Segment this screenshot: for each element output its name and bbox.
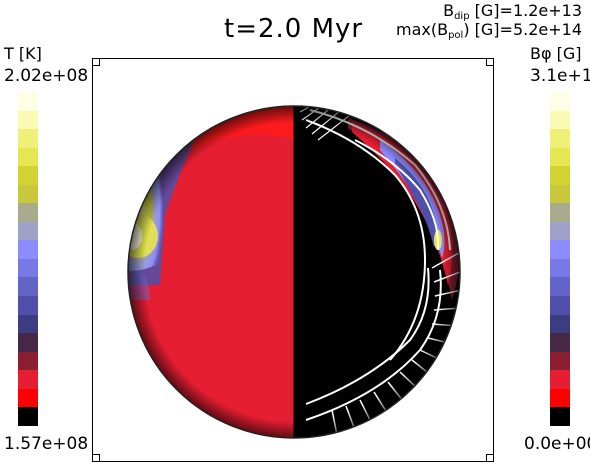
temperature-colorbar-segment-3 <box>18 147 38 167</box>
temperature-colorbar-segment-4 <box>18 166 38 185</box>
temperature-colorbar-segment-14 <box>18 351 38 371</box>
bdip-subscript: dip <box>454 11 470 22</box>
bphi-colorbar-segment-10 <box>550 277 570 297</box>
temperature-colorbar-segment-17 <box>18 407 38 426</box>
bphi-bar-label: Bφ [G] <box>530 44 582 63</box>
temperature-colorbar-segment-2 <box>18 129 38 148</box>
star-outline <box>127 105 461 439</box>
temperature-bar-min: 1.57e+08 <box>4 434 89 454</box>
bphi-colorbar-segment-1 <box>550 110 570 130</box>
bphi-colorbar-segment-9 <box>550 258 570 278</box>
bphi-colorbar-segment-13 <box>550 333 570 352</box>
bphi-colorbar-segment-4 <box>550 166 570 185</box>
temperature-colorbar-segment-10 <box>18 277 38 297</box>
bphi-colorbar-segment-3 <box>550 147 570 167</box>
temperature-colorbar-segment-7 <box>18 221 38 241</box>
temperature-colorbar-segment-6 <box>18 203 38 222</box>
bpol-subscript: pol <box>448 30 464 41</box>
temperature-colorbar-segment-12 <box>18 314 38 334</box>
bphi-colorbar-segment-15 <box>550 370 570 389</box>
frame-corner-br <box>486 454 494 462</box>
temperature-colorbar-segment-0 <box>18 92 38 111</box>
temperature-colorbar-segment-16 <box>18 388 38 408</box>
bphi-colorbar <box>550 92 570 426</box>
temperature-colorbar-segment-1 <box>18 110 38 130</box>
temperature-bar-label: T [K] <box>4 44 42 63</box>
temperature-colorbar-segment-15 <box>18 370 38 389</box>
dipole-field-annotation: Bdip [G]=1.2e+13 <box>443 3 582 22</box>
bphi-bar-min: 0.0e+00 <box>524 434 590 454</box>
bphi-colorbar-segment-8 <box>550 240 570 259</box>
bphi-colorbar-segment-0 <box>550 92 570 111</box>
bphi-colorbar-segment-11 <box>550 296 570 315</box>
bdip-value: [G]=1.2e+13 <box>469 1 582 20</box>
plot-frame <box>92 58 494 462</box>
temperature-colorbar-segment-11 <box>18 296 38 315</box>
poloidal-field-annotation: max(Bpol) [G]=5.2e+14 <box>396 22 582 41</box>
bphi-colorbar-segment-7 <box>550 221 570 241</box>
plot-title: t=2.0 Myr <box>224 14 364 44</box>
bphi-colorbar-segment-6 <box>550 203 570 222</box>
bpol-value: ) [G]=5.2e+14 <box>463 20 582 39</box>
frame-corner-tl <box>92 58 100 66</box>
bphi-bar-max: 3.1e+15 <box>530 66 590 86</box>
bphi-colorbar-segment-12 <box>550 314 570 334</box>
bphi-colorbar-segment-2 <box>550 129 570 148</box>
frame-corner-tr <box>486 58 494 66</box>
temperature-colorbar-segment-8 <box>18 240 38 259</box>
bphi-colorbar-segment-5 <box>550 184 570 204</box>
bdip-symbol: B <box>443 1 455 20</box>
temperature-colorbar-segment-9 <box>18 258 38 278</box>
temperature-bar-max: 2.02e+08 <box>4 66 89 86</box>
temperature-colorbar-segment-5 <box>18 184 38 204</box>
bphi-colorbar-segment-14 <box>550 351 570 371</box>
bpol-symbol: max(B <box>396 20 449 39</box>
temperature-colorbar-segment-13 <box>18 333 38 352</box>
frame-corner-bl <box>92 454 100 462</box>
bphi-colorbar-segment-17 <box>550 407 570 426</box>
temperature-colorbar <box>18 92 38 426</box>
bphi-colorbar-segment-16 <box>550 388 570 408</box>
